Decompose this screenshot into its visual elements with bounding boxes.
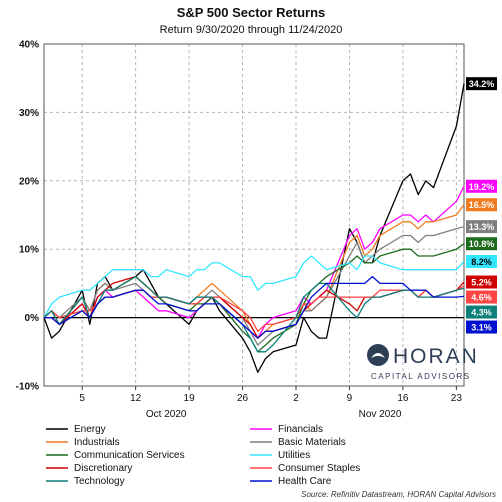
legend-entry-technology: Technology [74, 476, 125, 487]
legend-entry-consumer-staples: Consumer Staples [278, 463, 360, 474]
end-label-box [466, 320, 497, 334]
end-label-box [466, 77, 497, 91]
logo-sub: CAPITAL ADVISORS [371, 372, 471, 381]
y-tick-label: 10% [19, 245, 39, 256]
series-lines [43, 83, 465, 373]
horan-logo: HORAN CAPITAL ADVISORS [367, 344, 479, 381]
x-tick-label: 23 [451, 393, 463, 404]
legend-entry-financials: Financials [278, 424, 323, 435]
end-label-box [466, 198, 497, 212]
x-month-label: Oct 2020 [146, 409, 187, 420]
logo-emblem-icon [367, 344, 389, 366]
legend-entry-utilities: Utilities [278, 450, 310, 461]
series-line-energy [43, 83, 465, 373]
plot-frame [43, 43, 465, 387]
end-label-box [466, 255, 497, 269]
end-label-basic-materials: 13.3% [469, 222, 495, 232]
end-label-technology: 4.3% [471, 308, 492, 318]
end-label-utilities: 8.2% [471, 257, 492, 267]
x-month-label: Nov 2020 [359, 409, 402, 420]
series-line-utilities [43, 255, 465, 318]
x-tick-label: 2 [293, 393, 299, 404]
legend: Energy Financials Industrials Basic Materia… [46, 424, 360, 487]
legend-entry-basic-materials: Basic Materials [278, 437, 346, 448]
series-line-technology [43, 275, 465, 353]
legend-entry-energy: Energy [74, 424, 106, 435]
end-label-health-care: 3.1% [471, 323, 492, 333]
end-label-box [466, 290, 497, 304]
end-label-consumer-staples: 4.6% [471, 293, 492, 303]
x-tick-label: 5 [79, 393, 85, 404]
end-label-box [466, 305, 497, 319]
legend-entry-industrials: Industrials [74, 437, 120, 448]
end-label-box [466, 275, 497, 289]
legend-entry-health-care: Health Care [278, 476, 332, 487]
axes [43, 43, 465, 390]
logo-name: HORAN [393, 345, 479, 368]
source-note: Source: Refinitiv Datastream, HORAN Capi… [301, 490, 496, 499]
x-tick-label: 12 [130, 393, 142, 404]
end-label-communication-services: 10.8% [469, 239, 495, 249]
tick-labels: -10% 0% 10% 20% 30% 40% 5 12 19 26 2 9 16 23 Oct 2020 N… [16, 40, 463, 421]
end-label-box [466, 237, 497, 251]
series-line-health-care [44, 275, 465, 339]
x-tick-label: 9 [347, 393, 353, 404]
end-label-energy: 34.2% [469, 79, 495, 89]
series-line-consumer-staples [43, 285, 465, 332]
y-tick-label: -10% [16, 382, 39, 393]
legend-entry-communication-services: Communication Services [74, 450, 185, 461]
x-tick-label: 16 [397, 393, 409, 404]
x-tick-label: 19 [184, 393, 196, 404]
end-label-discretionary: 5.2% [471, 278, 492, 288]
end-label-industrials: 16.5% [469, 200, 495, 210]
y-tick-label: 0% [25, 313, 40, 324]
x-tick-label: 26 [237, 393, 249, 404]
end-labels: 34.2% 19.2% 16.5% 13.3% 10.8% 8.2% 5.2% 4.6% 4.3… [466, 77, 497, 334]
legend-entry-discretionary: Discretionary [74, 463, 132, 474]
y-tick-label: 20% [19, 176, 39, 187]
y-tick-label: 40% [19, 40, 39, 51]
end-label-box [466, 220, 497, 234]
chart-subtitle: Return 9/30/2020 through 11/24/2020 [160, 24, 343, 36]
chart-title: S&P 500 Sector Returns [177, 5, 326, 20]
end-label-box [466, 179, 497, 193]
y-tick-label: 30% [19, 108, 39, 119]
series-line-financials [43, 186, 465, 339]
series-line-basic-materials [43, 225, 465, 346]
end-label-financials: 19.2% [469, 182, 495, 192]
